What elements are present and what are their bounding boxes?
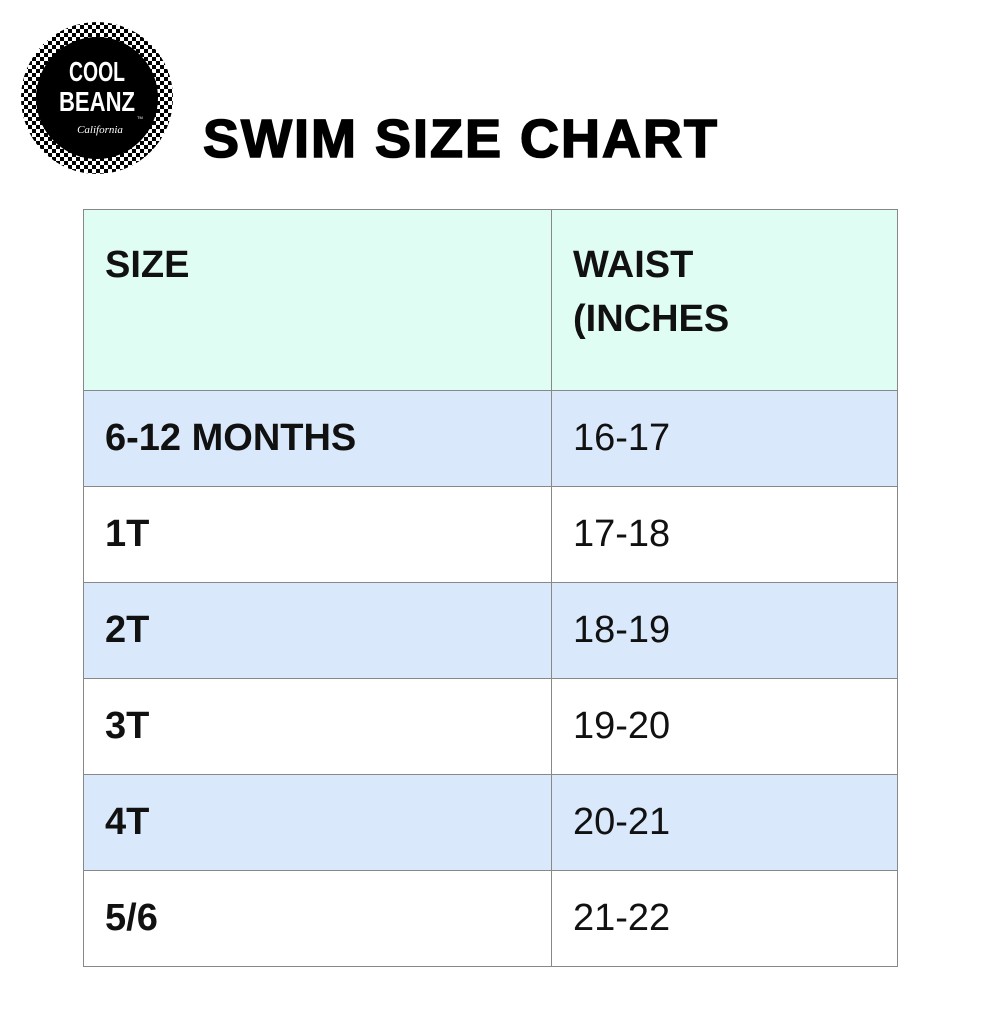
waist-cell: 20-21 [551, 774, 898, 871]
size-cell: 2T [83, 582, 552, 679]
header-cell: WAIST (INCHES [551, 209, 898, 391]
header-cell: SIZE [83, 209, 552, 391]
header-text: (INCHES [573, 298, 730, 340]
waist-cell: 21-22 [551, 870, 898, 967]
header-text: SIZE [105, 244, 190, 286]
table-row: 1T 17-18 [83, 486, 898, 583]
table-header: SIZE WAIST (INCHES [83, 209, 898, 391]
waist-cell: 18-19 [551, 582, 898, 679]
header-row: SIZE WAIST (INCHES [83, 209, 898, 391]
waist-cell: 17-18 [551, 486, 898, 583]
size-cell: 5/6 [83, 870, 552, 967]
header-text: WAIST [573, 244, 694, 286]
title: SWIM SIZE CHART [202, 108, 719, 170]
table-row: 6-12 MONTHS 16-17 [83, 390, 898, 487]
size-cell: 6-12 MONTHS [83, 390, 552, 487]
logo-text: BEANZ [59, 86, 135, 117]
logo-trademark: TM [137, 115, 143, 120]
size-cell: 1T [83, 486, 552, 583]
size-cell: 3T [83, 678, 552, 775]
size-cell: 4T [83, 774, 552, 871]
table-row: 2T 18-19 [83, 582, 898, 679]
logo-tagline: California [77, 124, 123, 136]
table-row: 4T 20-21 [83, 774, 898, 871]
logo: COOL BEANZ California TM [21, 22, 173, 174]
size-table: SIZE WAIST (INCHES 6-12 MONTHS 16-17 1T 17-1… [83, 209, 898, 967]
table-body: 6-12 MONTHS 16-17 1T 17-18 2T 18-19 3T 19-20 4T 2… [83, 390, 898, 967]
waist-cell: 19-20 [551, 678, 898, 775]
table-row: 5/6 21-22 [83, 870, 898, 967]
waist-cell: 16-17 [551, 390, 898, 487]
table-row: 3T 19-20 [83, 678, 898, 775]
logo-badge [36, 37, 158, 159]
logo-text: COOL [69, 56, 125, 87]
